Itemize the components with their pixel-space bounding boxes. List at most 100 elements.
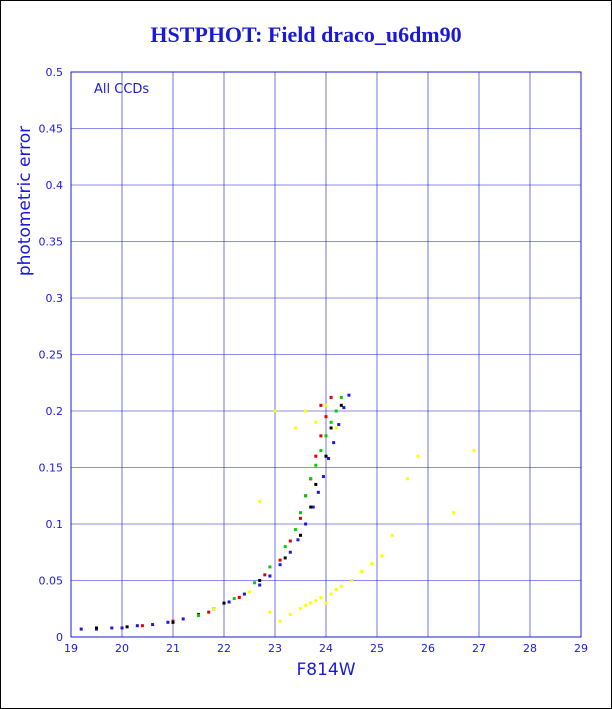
data-point [299,607,302,611]
data-point [380,554,384,558]
data-point [342,406,346,410]
data-point [197,614,200,618]
data-point [242,592,246,596]
grid-lines [70,71,582,638]
data-point [360,569,364,573]
x-tick-label: 28 [523,642,537,655]
data-point [370,562,374,566]
data-point [232,597,236,601]
data-point [120,626,124,630]
data-point [309,477,313,481]
y-tick-label: 0.25 [39,349,64,362]
data-point [319,449,323,453]
data-point [321,475,325,479]
data-point [324,403,328,407]
data-point [125,625,129,629]
data-point [181,617,185,621]
y-tick-label: 0.15 [39,462,64,475]
data-point [293,528,297,532]
x-tick-label: 29 [574,642,588,655]
data-point [406,477,410,481]
data-point [299,516,302,520]
data-point [140,624,144,628]
annotation-label: All CCDs [94,82,149,97]
data-point [314,599,318,603]
data-point [227,600,231,604]
data-point [304,494,308,498]
data-point [299,533,302,537]
tick-labels: 19 20 21 22 23 24 25 26 27 28 29 0 0.05 0.1 0.15 0.2 0.2… [39,66,589,655]
data-point [288,539,292,543]
data-point [278,558,282,562]
data-point [316,490,320,494]
data-point [171,620,175,624]
data-point [334,588,338,592]
data-point [283,556,287,560]
data-point [319,403,323,407]
data-point [151,623,155,627]
data-point [329,395,333,399]
data-point [329,426,333,430]
data-point [293,426,297,430]
data-point [339,403,343,407]
data-point [166,620,170,624]
data-point [324,601,328,605]
y-tick-label: 0.35 [39,236,64,249]
data-point [319,595,323,599]
y-tick-label: 0.4 [46,179,64,192]
data-point [258,583,262,587]
data-point [314,420,318,424]
data-point [304,409,308,413]
data-point [472,449,476,453]
data-point [339,584,343,588]
data-point [314,463,318,467]
data-point [311,505,315,509]
y-tick-label: 0.1 [46,518,64,531]
data-point [79,627,83,631]
y-axis-label: photometric error [15,126,35,276]
y-tick-label: 0.3 [46,292,64,305]
data-point [334,409,338,413]
x-tick-label: 21 [166,642,180,655]
data-point [329,420,333,424]
data-point [258,579,262,582]
data-point [273,409,277,413]
data-point [329,592,333,596]
x-tick-label: 27 [472,642,486,655]
y-tick-label: 0 [56,631,63,644]
x-tick-label: 23 [268,642,282,655]
x-tick-label: 26 [421,642,435,655]
data-point [339,395,343,399]
x-tick-label: 24 [319,642,333,655]
data-point [288,550,292,554]
data-point [350,579,353,582]
data-point [268,610,272,614]
data-point [222,601,226,605]
data-point [327,456,331,460]
data-point [95,626,98,630]
data-point [324,415,328,419]
data-point [332,441,336,445]
data-point [309,505,313,509]
data-point [319,434,323,438]
data-point [390,533,394,537]
x-tick-label: 22 [217,642,231,655]
data-point [283,545,287,549]
data-point [334,426,338,430]
data-point [314,482,318,486]
data-point [258,499,262,503]
chart-title: HSTPHOT: Field draco_u6dm90 [150,22,462,47]
data-point [110,626,114,630]
data-point [324,434,328,438]
data-point [253,581,257,585]
x-tick-label: 20 [115,642,129,655]
data-point [278,619,282,623]
data-point [416,454,420,458]
data-point [212,607,216,611]
data-point [452,511,455,515]
data-point [268,565,272,569]
data-point [263,573,267,577]
data-point [347,393,351,397]
data-point [304,603,308,607]
